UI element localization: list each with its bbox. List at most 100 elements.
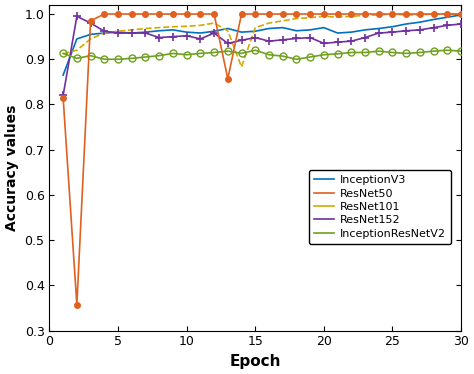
InceptionResNetV2	[293, 57, 299, 61]
ResNet101	[293, 16, 299, 21]
InceptionV3	[170, 28, 176, 32]
InceptionV3	[376, 26, 382, 31]
ResNet152	[280, 37, 285, 42]
ResNet50	[184, 12, 190, 16]
ResNet101	[184, 24, 190, 28]
ResNet152	[390, 30, 395, 34]
InceptionV3	[156, 28, 162, 33]
InceptionResNetV2	[252, 48, 258, 52]
ResNet152	[115, 31, 121, 35]
ResNet152	[143, 31, 148, 35]
ResNet101	[225, 28, 231, 33]
InceptionResNetV2	[184, 52, 190, 57]
ResNet152	[293, 36, 299, 41]
InceptionV3	[321, 25, 327, 30]
Line: InceptionV3: InceptionV3	[63, 15, 461, 75]
ResNet50	[198, 12, 203, 16]
InceptionV3	[88, 32, 93, 37]
InceptionResNetV2	[307, 55, 313, 59]
InceptionResNetV2	[115, 57, 121, 61]
ResNet152	[184, 34, 190, 38]
ResNet50	[266, 12, 272, 16]
ResNet50	[225, 76, 231, 81]
InceptionV3	[211, 29, 217, 33]
ResNet152	[129, 31, 135, 35]
InceptionV3	[60, 73, 66, 77]
InceptionResNetV2	[321, 52, 327, 57]
InceptionResNetV2	[376, 49, 382, 53]
InceptionResNetV2	[403, 51, 409, 56]
ResNet101	[280, 19, 285, 23]
ResNet50	[74, 303, 80, 307]
InceptionResNetV2	[211, 50, 217, 55]
InceptionV3	[348, 30, 354, 34]
InceptionResNetV2	[362, 50, 368, 55]
InceptionV3	[417, 20, 423, 24]
ResNet50	[156, 12, 162, 16]
ResNet152	[252, 35, 258, 40]
Line: ResNet101: ResNet101	[63, 14, 461, 67]
ResNet101	[335, 15, 340, 19]
ResNet50	[431, 12, 437, 16]
ResNet50	[101, 12, 107, 16]
InceptionResNetV2	[129, 56, 135, 61]
Y-axis label: Accuracy values: Accuracy values	[5, 105, 19, 231]
ResNet152	[60, 93, 66, 98]
InceptionV3	[101, 31, 107, 35]
ResNet101	[74, 48, 80, 52]
ResNet101	[88, 37, 93, 41]
ResNet101	[170, 24, 176, 29]
InceptionResNetV2	[335, 52, 340, 56]
InceptionV3	[362, 28, 368, 32]
ResNet50	[143, 12, 148, 16]
ResNet152	[458, 22, 464, 26]
Line: ResNet50: ResNet50	[60, 11, 464, 307]
InceptionResNetV2	[60, 51, 66, 56]
ResNet101	[348, 14, 354, 19]
ResNet50	[307, 12, 313, 16]
InceptionV3	[143, 30, 148, 34]
InceptionV3	[252, 29, 258, 33]
InceptionResNetV2	[198, 51, 203, 56]
ResNet101	[458, 12, 464, 16]
ResNet50	[458, 12, 464, 16]
InceptionV3	[74, 37, 80, 41]
InceptionV3	[115, 30, 121, 34]
ResNet152	[211, 31, 217, 35]
InceptionV3	[307, 28, 313, 32]
InceptionResNetV2	[390, 50, 395, 55]
InceptionV3	[129, 31, 135, 35]
InceptionResNetV2	[74, 56, 80, 61]
InceptionV3	[198, 31, 203, 35]
ResNet50	[60, 95, 66, 100]
InceptionV3	[390, 24, 395, 29]
InceptionResNetV2	[431, 49, 437, 53]
InceptionV3	[403, 22, 409, 26]
ResNet152	[198, 37, 203, 41]
InceptionV3	[225, 26, 231, 31]
ResNet101	[252, 25, 258, 30]
InceptionResNetV2	[88, 53, 93, 58]
ResNet101	[321, 14, 327, 19]
ResNet50	[362, 12, 368, 16]
ResNet50	[417, 12, 423, 16]
InceptionV3	[431, 17, 437, 22]
ResNet101	[445, 12, 450, 16]
InceptionV3	[335, 31, 340, 35]
ResNet101	[417, 13, 423, 17]
ResNet101	[60, 52, 66, 56]
ResNet101	[239, 65, 245, 69]
InceptionV3	[293, 28, 299, 33]
ResNet50	[239, 12, 245, 16]
ResNet50	[321, 12, 327, 16]
ResNet50	[293, 12, 299, 16]
ResNet50	[280, 12, 285, 16]
ResNet101	[307, 15, 313, 20]
InceptionResNetV2	[445, 48, 450, 52]
InceptionResNetV2	[143, 55, 148, 59]
ResNet152	[88, 21, 93, 25]
InceptionResNetV2	[170, 51, 176, 56]
ResNet152	[417, 28, 423, 32]
ResNet50	[252, 12, 258, 16]
InceptionResNetV2	[280, 54, 285, 58]
